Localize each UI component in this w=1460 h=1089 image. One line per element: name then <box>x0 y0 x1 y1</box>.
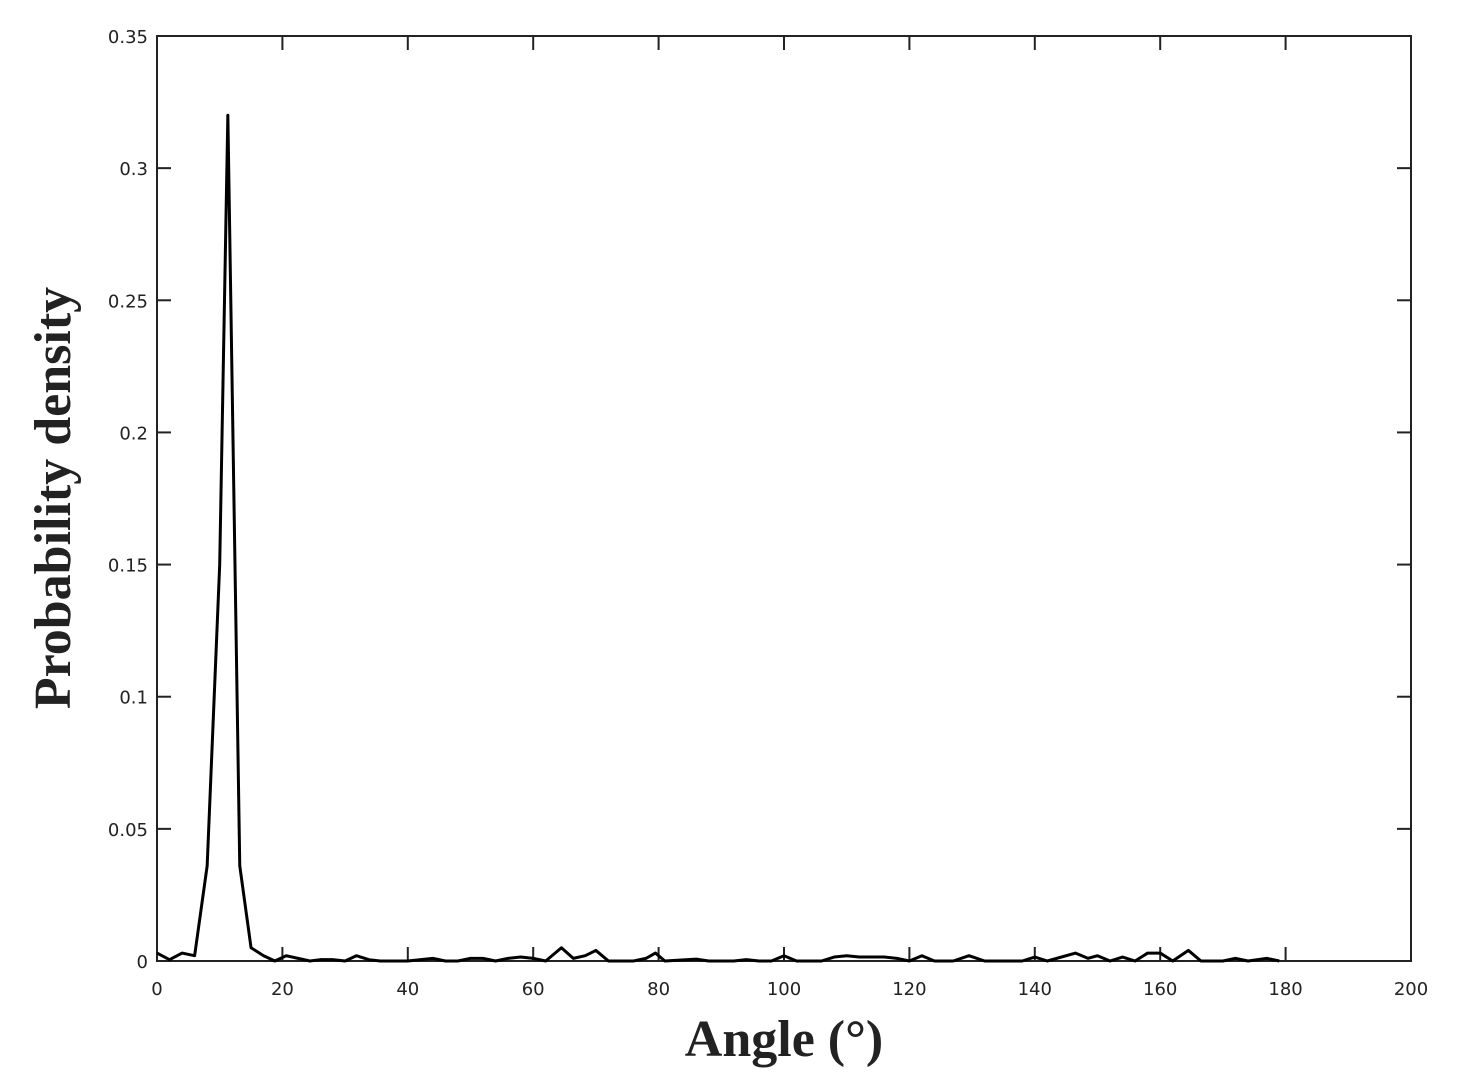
x-tick-label: 140 <box>1018 979 1052 1000</box>
x-tick-label: 0 <box>151 979 162 1000</box>
x-tick-label: 200 <box>1394 979 1428 1000</box>
y-tick-label: 0.3 <box>119 159 148 180</box>
x-tick-label: 100 <box>767 979 801 1000</box>
x-tick-label: 20 <box>271 979 294 1000</box>
y-tick-label: 0.1 <box>119 688 148 709</box>
y-tick-label: 0.15 <box>108 556 148 577</box>
y-tick-label: 0.05 <box>108 820 148 841</box>
y-tick-label: 0.35 <box>108 27 148 48</box>
plot-frame <box>156 35 1412 962</box>
y-tick-label: 0.25 <box>108 291 148 312</box>
y-tick-label: 0.2 <box>119 423 148 444</box>
x-tick-label: 180 <box>1268 979 1302 1000</box>
y-tick-label: 0 <box>137 952 148 973</box>
data-line <box>156 113 1280 963</box>
y-axis-label: Probability density <box>25 287 82 709</box>
x-axis-label: Angle (°) <box>685 1011 883 1068</box>
x-tick-label: 160 <box>1143 979 1177 1000</box>
x-tick-label: 80 <box>647 979 670 1000</box>
x-tick-label: 60 <box>522 979 545 1000</box>
x-tick-label: 40 <box>396 979 419 1000</box>
x-tick-label: 120 <box>892 979 926 1000</box>
